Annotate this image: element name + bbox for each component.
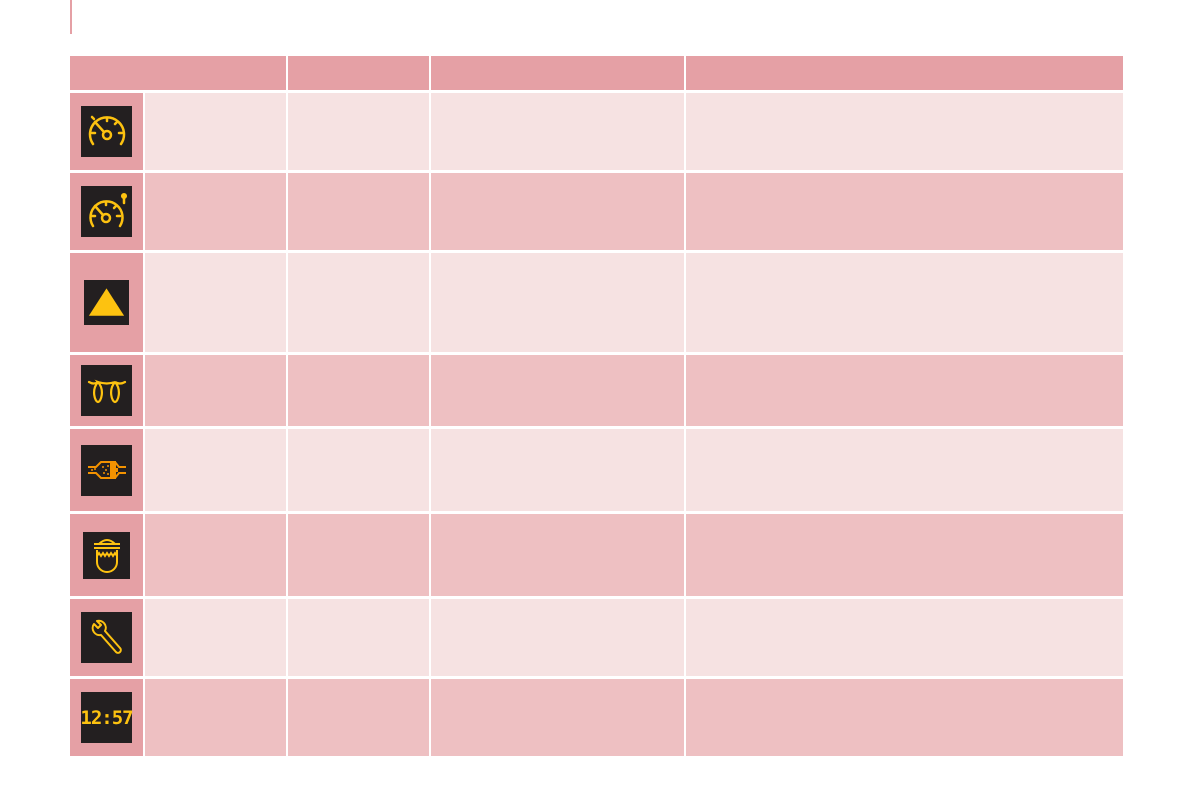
glow-plug-icon	[81, 365, 132, 416]
table-cell	[145, 679, 286, 756]
table-cell	[431, 514, 684, 596]
table-row-icon-cell	[70, 355, 143, 426]
cruise-control-icon	[81, 186, 132, 237]
table-cell	[431, 253, 684, 352]
table-cell	[431, 93, 684, 170]
table-cell	[431, 355, 684, 426]
table-row-icon-cell	[70, 514, 143, 596]
particle-filter-icon	[81, 444, 132, 496]
water-in-diesel-icon	[83, 531, 130, 579]
table-row-icon-cell	[70, 253, 143, 352]
warning-triangle-icon	[84, 280, 129, 325]
table-cell	[145, 429, 286, 511]
table-cell	[145, 173, 286, 250]
service-wrench-icon	[81, 612, 132, 663]
table-cell	[288, 599, 429, 676]
header-cell-3	[431, 56, 684, 90]
table-cell	[288, 253, 429, 352]
table-cell	[145, 355, 286, 426]
table-cell	[686, 93, 1123, 170]
table-cell	[288, 429, 429, 511]
speed-limiter-icon	[81, 106, 132, 157]
table-cell	[288, 679, 429, 756]
header-cell-4	[686, 56, 1123, 90]
service-display-text: 12:57	[80, 706, 133, 729]
table-cell	[145, 599, 286, 676]
table-cell	[431, 679, 684, 756]
table-cell	[145, 514, 286, 596]
table-cell	[288, 514, 429, 596]
service-display-icon: 12:57	[80, 692, 134, 743]
table-cell	[686, 679, 1123, 756]
table-row-icon-cell	[70, 599, 143, 676]
table-cell	[145, 93, 286, 170]
table-cell	[686, 429, 1123, 511]
table-row-icon-cell	[70, 93, 143, 170]
table-row-icon-cell: 12:57	[70, 679, 143, 756]
table-row-icon-cell	[70, 173, 143, 250]
page-margin-line	[70, 0, 72, 34]
table-cell	[288, 355, 429, 426]
table-cell	[686, 253, 1123, 352]
table-cell	[686, 514, 1123, 596]
header-cell-warning-lamp	[70, 56, 286, 90]
table-cell	[431, 429, 684, 511]
table-cell	[431, 173, 684, 250]
header-cell-2	[288, 56, 429, 90]
table-cell	[431, 599, 684, 676]
table-cell	[288, 173, 429, 250]
table-cell	[686, 355, 1123, 426]
table-cell	[288, 93, 429, 170]
table-row-icon-cell	[70, 429, 143, 511]
table-cell	[145, 253, 286, 352]
warning-lamps-table: 12:57	[70, 56, 1123, 756]
table-cell	[686, 599, 1123, 676]
table-cell	[686, 173, 1123, 250]
